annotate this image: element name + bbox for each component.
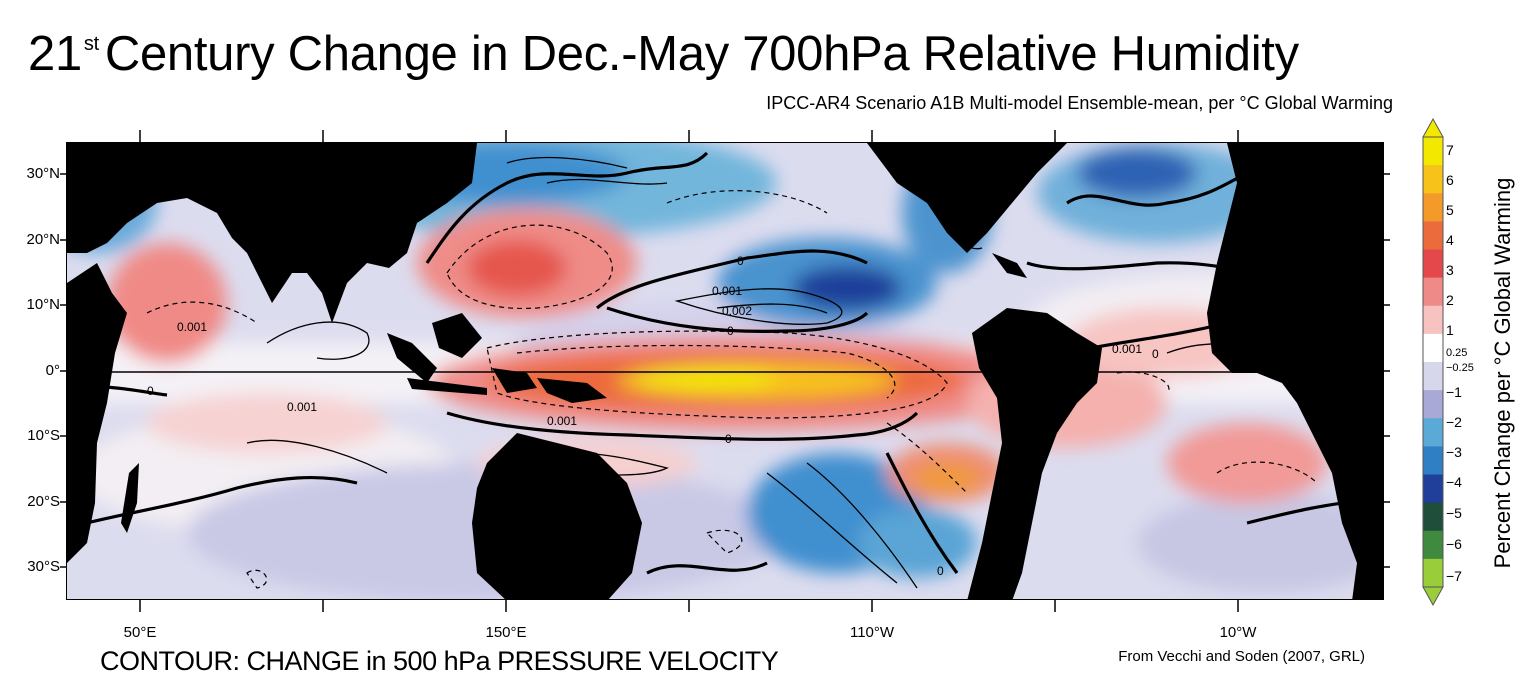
colorbar-tick: 7 bbox=[1446, 142, 1454, 158]
contour-label-002: 0.002 bbox=[722, 304, 752, 318]
humidity-field bbox=[67, 143, 1383, 599]
lat-label: 10°S bbox=[27, 427, 60, 444]
contour-caption: CONTOUR: CHANGE in 500 hPa PRESSURE VELO… bbox=[100, 646, 779, 676]
contour-label-001: 0.001 bbox=[287, 400, 317, 414]
contour-label-zero: 0 bbox=[737, 254, 744, 268]
chart-subtitle: IPCC-AR4 Scenario A1B Multi-model Ensemb… bbox=[766, 93, 1393, 113]
colorbar-segment bbox=[1423, 165, 1443, 194]
colorbar-segment bbox=[1423, 558, 1443, 588]
map-svg: 0 0 0 0 0 0 0.001 0.001 0.001 0.001 0.00… bbox=[67, 143, 1383, 599]
colorbar-tick: 1 bbox=[1446, 322, 1454, 338]
colorbar-segment bbox=[1423, 446, 1443, 475]
colorbar-segment bbox=[1423, 474, 1443, 504]
contour-label-zero: 0 bbox=[147, 384, 154, 398]
colorbar-segment bbox=[1423, 305, 1443, 335]
colorbar-tick: −4 bbox=[1446, 474, 1462, 490]
colorbar-segment bbox=[1423, 530, 1443, 560]
colorbar-segment bbox=[1423, 277, 1443, 307]
colorbar-tick: 6 bbox=[1446, 172, 1454, 188]
colorbar-tick: 0.25 bbox=[1446, 347, 1468, 359]
lon-label: 110°W bbox=[849, 624, 895, 641]
colorbar-bottom-arrow bbox=[1422, 586, 1444, 607]
contour-label-zero: 0 bbox=[937, 564, 944, 578]
contours bbox=[67, 151, 1383, 589]
colorbar-tick: −3 bbox=[1446, 444, 1462, 460]
contour-label-001: 0.001 bbox=[1112, 342, 1142, 356]
contour-label-001: 0.001 bbox=[712, 284, 742, 298]
source-credit: From Vecchi and Soden (2007, GRL) bbox=[1118, 648, 1365, 665]
colorbar-segment bbox=[1423, 137, 1443, 166]
colorbar-segment bbox=[1423, 249, 1443, 279]
lat-label: 30°N bbox=[26, 165, 60, 182]
title-prefix: 21 bbox=[28, 27, 82, 81]
contour-labels: 0 0 0 0 0 0 0.001 0.001 0.001 0.001 0.00… bbox=[147, 254, 1159, 578]
humidity-map: 0 0 0 0 0 0 0.001 0.001 0.001 0.001 0.00… bbox=[66, 142, 1384, 600]
colorbar-tick: 5 bbox=[1446, 202, 1454, 218]
contour-label-001: 0.001 bbox=[547, 414, 577, 428]
colorbar-tick: −5 bbox=[1446, 505, 1462, 521]
colorbar-title: Percent Change per °C Global Warming bbox=[1490, 177, 1515, 569]
title-rest: Century Change in Dec.-May 700hPa Relati… bbox=[104, 27, 1299, 81]
colorbar-segment bbox=[1423, 502, 1443, 532]
title-superscript: st bbox=[83, 33, 99, 55]
colorbar-segment bbox=[1423, 362, 1443, 391]
lon-label: 10°W bbox=[1219, 624, 1257, 641]
colorbar-tick: −0.25 bbox=[1446, 362, 1474, 374]
colorbar-tick: 4 bbox=[1446, 232, 1454, 248]
colorbar-tick: 3 bbox=[1446, 262, 1454, 278]
lat-label: 0° bbox=[45, 362, 60, 379]
lon-label: 50°E bbox=[123, 624, 157, 641]
lon-label: 150°E bbox=[485, 624, 527, 641]
lat-label: 30°S bbox=[27, 558, 60, 575]
contour-label-zero: 0 bbox=[1152, 347, 1159, 361]
colorbar-segment bbox=[1423, 333, 1443, 363]
contour-label-zero: 0 bbox=[727, 324, 734, 338]
colorbar-segment bbox=[1423, 390, 1443, 419]
colorbar-outline bbox=[1422, 136, 1444, 588]
lat-label: 20°S bbox=[27, 493, 60, 510]
colorbar-tick: −6 bbox=[1446, 536, 1462, 552]
colorbar-top-arrow bbox=[1422, 117, 1444, 138]
lat-label: 20°N bbox=[26, 231, 60, 248]
colorbar-tick: −1 bbox=[1446, 384, 1462, 400]
lat-label: 10°N bbox=[26, 296, 60, 313]
contour-label-zero: 0 bbox=[725, 432, 732, 446]
contour-label-001: 0.001 bbox=[177, 320, 207, 334]
colorbar bbox=[1422, 117, 1444, 607]
colorbar-tick: −7 bbox=[1446, 568, 1462, 584]
colorbar-segment bbox=[1423, 418, 1443, 447]
colorbar-segments bbox=[1423, 137, 1443, 588]
colorbar-segment bbox=[1423, 193, 1443, 222]
colorbar-segment bbox=[1423, 221, 1443, 250]
colorbar-tick: −2 bbox=[1446, 414, 1462, 430]
colorbar-tick: 2 bbox=[1446, 292, 1454, 308]
